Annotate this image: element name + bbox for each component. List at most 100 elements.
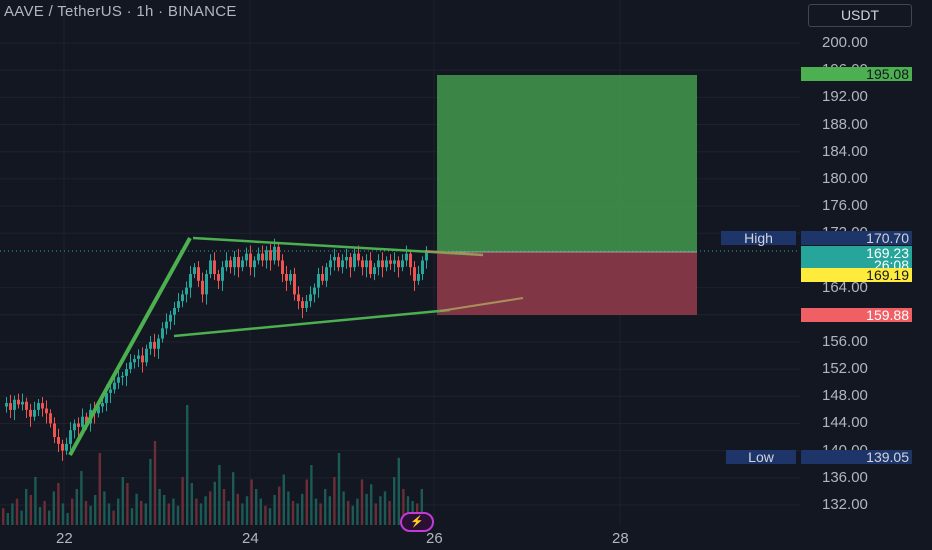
currency-button[interactable]: USDT — [808, 4, 912, 27]
candle-body — [13, 399, 16, 410]
low-label: Low — [726, 450, 796, 464]
candle-body — [25, 401, 28, 410]
price-axis-label: 180.00 — [822, 169, 868, 187]
volume-bar — [130, 508, 134, 525]
volume-bar — [250, 479, 253, 525]
volume-bar — [264, 505, 267, 525]
candle-body — [165, 321, 168, 329]
candle-body — [117, 377, 120, 383]
candle-body — [217, 274, 220, 281]
price-axis-label: 200.00 — [822, 34, 868, 51]
candle-body — [213, 260, 216, 274]
candle-body — [353, 253, 356, 268]
volume-bar — [43, 501, 46, 525]
volume-bar — [209, 491, 212, 525]
volume-bar — [314, 498, 318, 525]
candle-body — [381, 260, 384, 268]
lightning-bolt-icon[interactable]: ⚡ — [400, 512, 434, 532]
candle-body — [289, 274, 292, 281]
candle-body — [101, 403, 104, 407]
volume-bar — [149, 459, 152, 525]
candle-body — [309, 294, 312, 302]
candle-body — [361, 260, 364, 268]
price-axis-label: 148.00 — [822, 387, 868, 405]
candle-body — [389, 260, 392, 264]
candle-body — [41, 403, 44, 409]
candle-body — [425, 252, 428, 261]
candle-body — [261, 253, 264, 261]
volume-bar — [48, 510, 51, 525]
volume-bar — [218, 465, 221, 525]
candle-body — [17, 399, 20, 405]
price-axis-label: 164.00 — [822, 278, 868, 296]
candle-body — [285, 274, 288, 281]
volume-bar — [402, 489, 405, 525]
candle-body — [153, 341, 156, 349]
candle-body — [341, 260, 344, 268]
price-axis-label: 188.00 — [822, 115, 868, 133]
candle-body — [185, 287, 188, 295]
volume-bar — [135, 493, 138, 525]
candle-body — [85, 416, 88, 424]
candle-body — [197, 267, 200, 281]
volume-bar — [57, 483, 60, 525]
volume-bar — [66, 513, 69, 525]
volume-bar — [126, 483, 129, 525]
price-axis-label: 176.00 — [822, 197, 868, 215]
price-axis-label: 132.00 — [822, 496, 868, 513]
volume-bar — [75, 489, 78, 525]
volume-bar — [176, 505, 180, 525]
volume-bar — [112, 510, 115, 525]
volume-bar — [98, 453, 101, 525]
candle-body — [29, 409, 32, 417]
candle-body — [257, 253, 260, 261]
candle-body — [277, 246, 280, 261]
candle-body — [405, 253, 408, 261]
candle-body — [57, 437, 60, 444]
volume-bar — [117, 498, 120, 525]
candle-body — [269, 250, 272, 261]
lower-trendline — [173, 308, 451, 338]
candle-body — [373, 267, 376, 274]
volume-bar — [84, 501, 88, 525]
volume-bar — [360, 479, 364, 525]
volume-bar — [158, 489, 161, 525]
candle-body — [149, 341, 152, 349]
volume-bar — [259, 498, 262, 525]
candle-body — [297, 294, 300, 302]
time-axis-label: 28 — [612, 530, 629, 547]
candlesticks — [5, 238, 428, 461]
candle-body — [189, 274, 192, 288]
candle-body — [201, 280, 204, 295]
candle-body — [337, 257, 340, 268]
candle-body — [49, 413, 52, 424]
volume-bar — [305, 479, 308, 525]
candle-body — [5, 403, 8, 407]
volume-bar — [71, 498, 74, 525]
stop-price-tag: 159.88 — [801, 308, 912, 322]
candle-body — [237, 257, 240, 268]
volume-bar — [153, 441, 157, 525]
candle-body — [141, 355, 144, 363]
candle-body — [221, 267, 224, 281]
high-value-tag: 170.70 — [801, 231, 912, 245]
candle-body — [45, 408, 48, 414]
candle-body — [281, 260, 284, 274]
candle-body — [205, 274, 208, 295]
candle-body — [109, 389, 112, 393]
volume-bar — [181, 477, 184, 525]
volume-bar — [245, 496, 249, 525]
high-label: High — [721, 231, 796, 245]
candle-body — [193, 267, 196, 274]
candle-body — [357, 253, 360, 261]
volume-bar — [241, 503, 244, 525]
volume-bar — [383, 491, 387, 525]
candle-body — [173, 307, 176, 315]
candle-body — [125, 369, 128, 376]
candle-body — [177, 301, 180, 308]
volume-bar — [213, 481, 216, 525]
yellow-price-tag: 169.19 — [801, 268, 912, 282]
candle-body — [393, 260, 396, 264]
volume-bar — [337, 453, 341, 525]
